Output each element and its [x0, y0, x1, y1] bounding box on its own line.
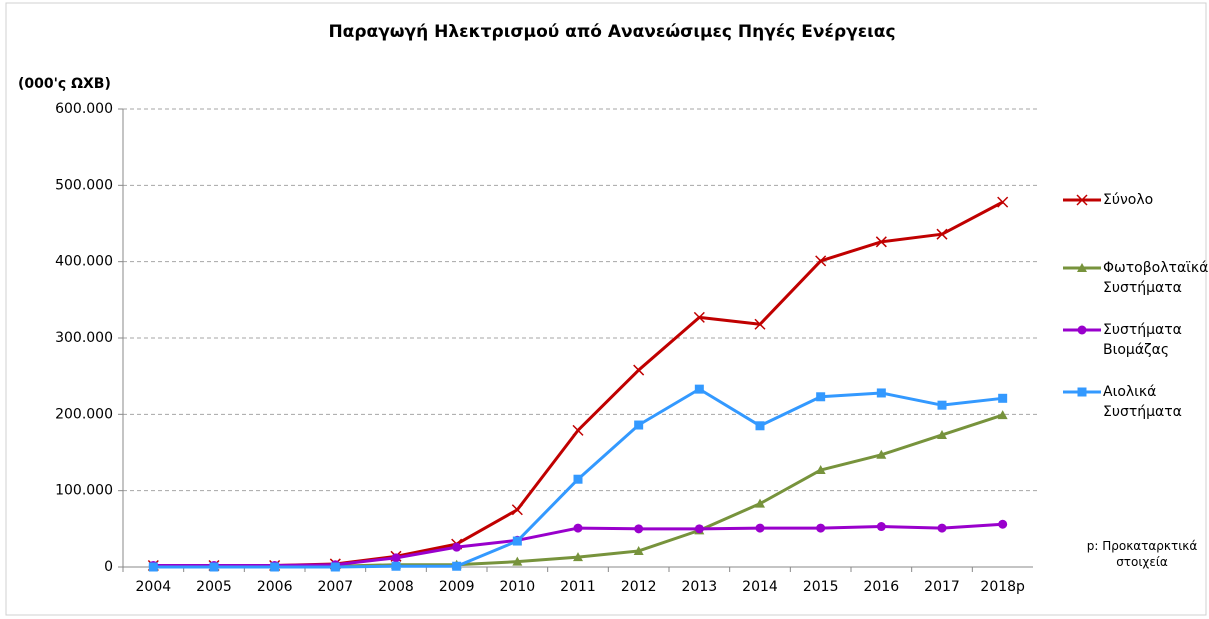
legend-label: Σύνολο: [1103, 192, 1154, 208]
legend-marker: [1077, 325, 1087, 335]
data-point: [693, 311, 705, 323]
x-tick-label: 2013: [682, 579, 718, 595]
legend-label: Αιολικά Συστήματα: [1103, 384, 1182, 420]
data-point: [936, 228, 948, 240]
data-point: [694, 384, 704, 394]
data-point: [694, 524, 704, 534]
data-point: [270, 562, 280, 572]
data-point: [755, 498, 765, 508]
data-point: [452, 542, 462, 552]
data-point: [572, 424, 584, 436]
data-point: [816, 523, 826, 533]
x-tick-label: 2007: [318, 579, 354, 595]
legend-marker: [1077, 387, 1087, 397]
data-point: [633, 364, 645, 376]
x-tick-label: 2016: [864, 579, 900, 595]
data-point: [633, 545, 644, 555]
data-point: [754, 318, 766, 330]
x-tick-label: 2009: [439, 579, 475, 595]
data-point: [937, 523, 947, 533]
data-point: [573, 474, 583, 484]
legend-label: Φωτοβολταϊκά Συστήματα: [1103, 260, 1209, 296]
data-point: [876, 449, 887, 459]
data-point: [876, 388, 886, 398]
x-tick-label: 2005: [196, 579, 232, 595]
y-tick-label: 0: [104, 559, 113, 575]
y-tick-label: 400.000: [55, 254, 113, 270]
data-point: [755, 523, 765, 533]
data-point: [998, 393, 1008, 403]
data-point: [452, 561, 462, 571]
legend-marker: [1077, 263, 1087, 272]
chart-title: Παραγωγή Ηλεκτρισμού από Ανανεώσιμες Πηγ…: [328, 22, 895, 42]
x-tick-label: 2014: [742, 579, 778, 595]
x-tick-label: 2015: [803, 579, 839, 595]
data-point: [875, 236, 887, 248]
x-tick-label: 2004: [136, 579, 172, 595]
y-tick-label: 300.000: [55, 330, 113, 346]
data-point: [391, 561, 401, 571]
data-point: [391, 553, 401, 563]
data-point: [634, 420, 644, 430]
data-point: [997, 410, 1008, 420]
x-tick-label: 2010: [500, 579, 536, 595]
x-tick-label: 2018p: [980, 579, 1025, 595]
data-point: [330, 562, 340, 572]
y-axis-label: (000'ς ΩΧΒ): [18, 76, 111, 92]
legend-marker: [1076, 194, 1088, 206]
data-point: [937, 400, 947, 410]
footnote: p: Προκαταρκτικά στοιχεία: [1086, 539, 1198, 569]
data-point: [209, 562, 219, 572]
data-point: [815, 255, 827, 267]
x-tick-label: 2011: [560, 579, 596, 595]
x-tick-label: 2017: [924, 579, 960, 595]
data-point: [512, 536, 522, 546]
data-point: [998, 519, 1008, 529]
x-tick-label: 2012: [621, 579, 657, 595]
x-tick-label: 2008: [378, 579, 414, 595]
data-point: [634, 524, 644, 534]
y-tick-label: 600.000: [55, 101, 113, 117]
data-point: [512, 556, 523, 566]
data-point: [815, 465, 826, 475]
legend-label: Συστήματα Βιομάζας: [1103, 322, 1182, 358]
data-point: [511, 504, 523, 516]
frame-border: [5, 2, 1207, 616]
data-point: [148, 562, 158, 572]
data-point: [573, 552, 583, 562]
data-point: [816, 392, 826, 402]
y-tick-label: 500.000: [55, 177, 113, 193]
data-point: [876, 522, 886, 532]
data-point: [755, 421, 765, 431]
data-point: [573, 523, 583, 533]
x-tick-label: 2006: [257, 579, 293, 595]
y-tick-label: 200.000: [55, 406, 113, 422]
series-line: [153, 200, 1004, 567]
data-point: [937, 429, 947, 439]
y-tick-label: 100.000: [55, 483, 113, 499]
data-point: [997, 196, 1009, 208]
